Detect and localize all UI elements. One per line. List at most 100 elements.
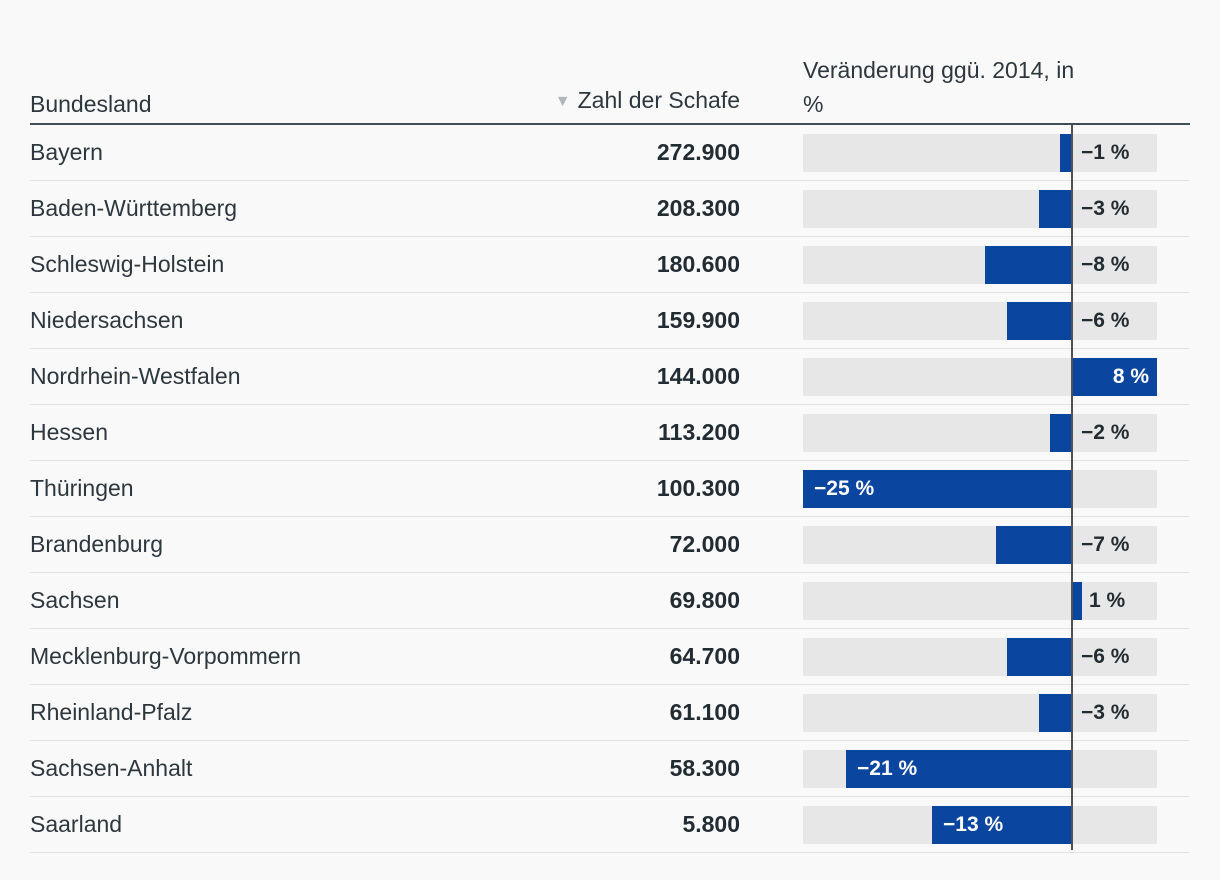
column-header-veraenderung[interactable]: Veränderung ggü. 2014, in %: [740, 53, 1190, 121]
change-label: 1 %: [1089, 589, 1126, 612]
change-bar: [1060, 134, 1071, 172]
column-header-zahl-der-schafe-label: Zahl der Schafe: [577, 87, 740, 113]
sheep-count: 69.800: [669, 587, 740, 613]
change-label: −2 %: [1081, 421, 1130, 444]
change-label: −13 %: [943, 813, 1004, 836]
change-bar-cell: −13 %: [740, 797, 1190, 852]
bar-track: −6 %: [803, 302, 1157, 340]
change-bar: [1039, 694, 1071, 732]
sheep-count: 5.800: [682, 811, 740, 837]
column-header-zahl-der-schafe[interactable]: ▼ Zahl der Schafe: [510, 83, 740, 121]
sort-descending-icon: ▼: [554, 93, 571, 110]
table-row: Thüringen 100.300 −25 %: [30, 461, 1190, 517]
bar-track: −6 %: [803, 638, 1157, 676]
state-name: Brandenburg: [30, 531, 163, 557]
change-bar-cell: 8 %: [740, 349, 1190, 404]
change-bar-cell: −21 %: [740, 741, 1190, 796]
table-header: Bundesland ▼ Zahl der Schafe Veränderung …: [30, 53, 1190, 125]
table-row: Hessen 113.200 −2 %: [30, 405, 1190, 461]
change-label: −6 %: [1081, 645, 1130, 668]
sheep-count: 100.300: [656, 475, 740, 501]
state-name: Schleswig-Holstein: [30, 251, 225, 277]
table-body: Bayern 272.900 −1 % Baden-Württemberg 208.30…: [30, 125, 1190, 853]
table-row: Schleswig-Holstein 180.600 −8 %: [30, 237, 1190, 293]
change-bar-cell: −8 %: [740, 237, 1190, 292]
bar-track: −25 %: [803, 470, 1157, 508]
change-bar: [1039, 190, 1071, 228]
change-label: −25 %: [814, 477, 875, 500]
bar-track: −8 %: [803, 246, 1157, 284]
state-name: Sachsen: [30, 587, 120, 613]
change-bar: [1071, 582, 1082, 620]
state-name: Saarland: [30, 811, 123, 837]
change-bar-cell: −2 %: [740, 405, 1190, 460]
bar-track: −1 %: [803, 134, 1157, 172]
change-bar-cell: −3 %: [740, 181, 1190, 236]
sheep-count: 58.300: [669, 755, 740, 781]
state-name: Niedersachsen: [30, 307, 184, 333]
change-label: −1 %: [1081, 141, 1130, 164]
change-label: −8 %: [1081, 253, 1130, 276]
table-row: Sachsen-Anhalt 58.300 −21 %: [30, 741, 1190, 797]
table-row: Baden-Württemberg 208.300 −3 %: [30, 181, 1190, 237]
table-row: Saarland 5.800 −13 %: [30, 797, 1190, 853]
state-name: Sachsen-Anhalt: [30, 755, 193, 781]
sheep-count: 208.300: [656, 195, 740, 221]
change-bar: [985, 246, 1071, 284]
bar-track: 8 %: [803, 358, 1157, 396]
change-label: 8 %: [1112, 365, 1149, 388]
change-bar-cell: −6 %: [740, 629, 1190, 684]
sheep-count: 180.600: [656, 251, 740, 277]
bar-track: −7 %: [803, 526, 1157, 564]
change-bar-cell: −6 %: [740, 293, 1190, 348]
sheep-count: 159.900: [656, 307, 740, 333]
change-label: −7 %: [1081, 533, 1130, 556]
state-name: Thüringen: [30, 475, 134, 501]
table-row: Mecklenburg-Vorpommern 64.700 −6 %: [30, 629, 1190, 685]
change-bar-cell: −3 %: [740, 685, 1190, 740]
change-label: −21 %: [857, 757, 918, 780]
bar-track: −21 %: [803, 750, 1157, 788]
change-bar: [1071, 358, 1157, 396]
sheep-count: 144.000: [656, 363, 740, 389]
table-row: Niedersachsen 159.900 −6 %: [30, 293, 1190, 349]
state-name: Baden-Württemberg: [30, 195, 238, 221]
bar-track: −2 %: [803, 414, 1157, 452]
column-header-veraenderung-label: Veränderung ggü. 2014, in %: [803, 57, 1075, 117]
sheep-count: 64.700: [669, 643, 740, 669]
state-name: Rheinland-Pfalz: [30, 699, 193, 725]
change-bar: [803, 470, 1071, 508]
bar-track: −3 %: [803, 190, 1157, 228]
sheep-count: 72.000: [669, 531, 740, 557]
change-bar-cell: −25 %: [740, 461, 1190, 516]
column-header-bundesland[interactable]: Bundesland: [30, 91, 152, 117]
table-row: Bayern 272.900 −1 %: [30, 125, 1190, 181]
change-bar: [1007, 302, 1071, 340]
sheep-count: 113.200: [658, 419, 740, 445]
change-bar: [1050, 414, 1071, 452]
change-bar: [932, 806, 1071, 844]
table-row: Rheinland-Pfalz 61.100 −3 %: [30, 685, 1190, 741]
change-bar-cell: −1 %: [740, 125, 1190, 180]
change-bar: [846, 750, 1071, 788]
change-bar: [1007, 638, 1071, 676]
sheep-count: 272.900: [656, 139, 740, 165]
change-label: −3 %: [1081, 197, 1130, 220]
state-name: Bayern: [30, 139, 103, 165]
change-bar-cell: −7 %: [740, 517, 1190, 572]
table-row: Brandenburg 72.000 −7 %: [30, 517, 1190, 573]
state-name: Hessen: [30, 419, 108, 445]
sheep-count: 61.100: [669, 699, 740, 725]
state-name: Mecklenburg-Vorpommern: [30, 643, 302, 669]
change-label: −6 %: [1081, 309, 1130, 332]
zero-axis-line: [1071, 125, 1073, 850]
bar-track: 1 %: [803, 582, 1157, 620]
state-name: Nordrhein-Westfalen: [30, 363, 241, 389]
table-row: Sachsen 69.800 1 %: [30, 573, 1190, 629]
change-bar-cell: 1 %: [740, 573, 1190, 628]
bar-track: −13 %: [803, 806, 1157, 844]
bar-track: −3 %: [803, 694, 1157, 732]
table-row: Nordrhein-Westfalen 144.000 8 %: [30, 349, 1190, 405]
change-bar: [996, 526, 1071, 564]
